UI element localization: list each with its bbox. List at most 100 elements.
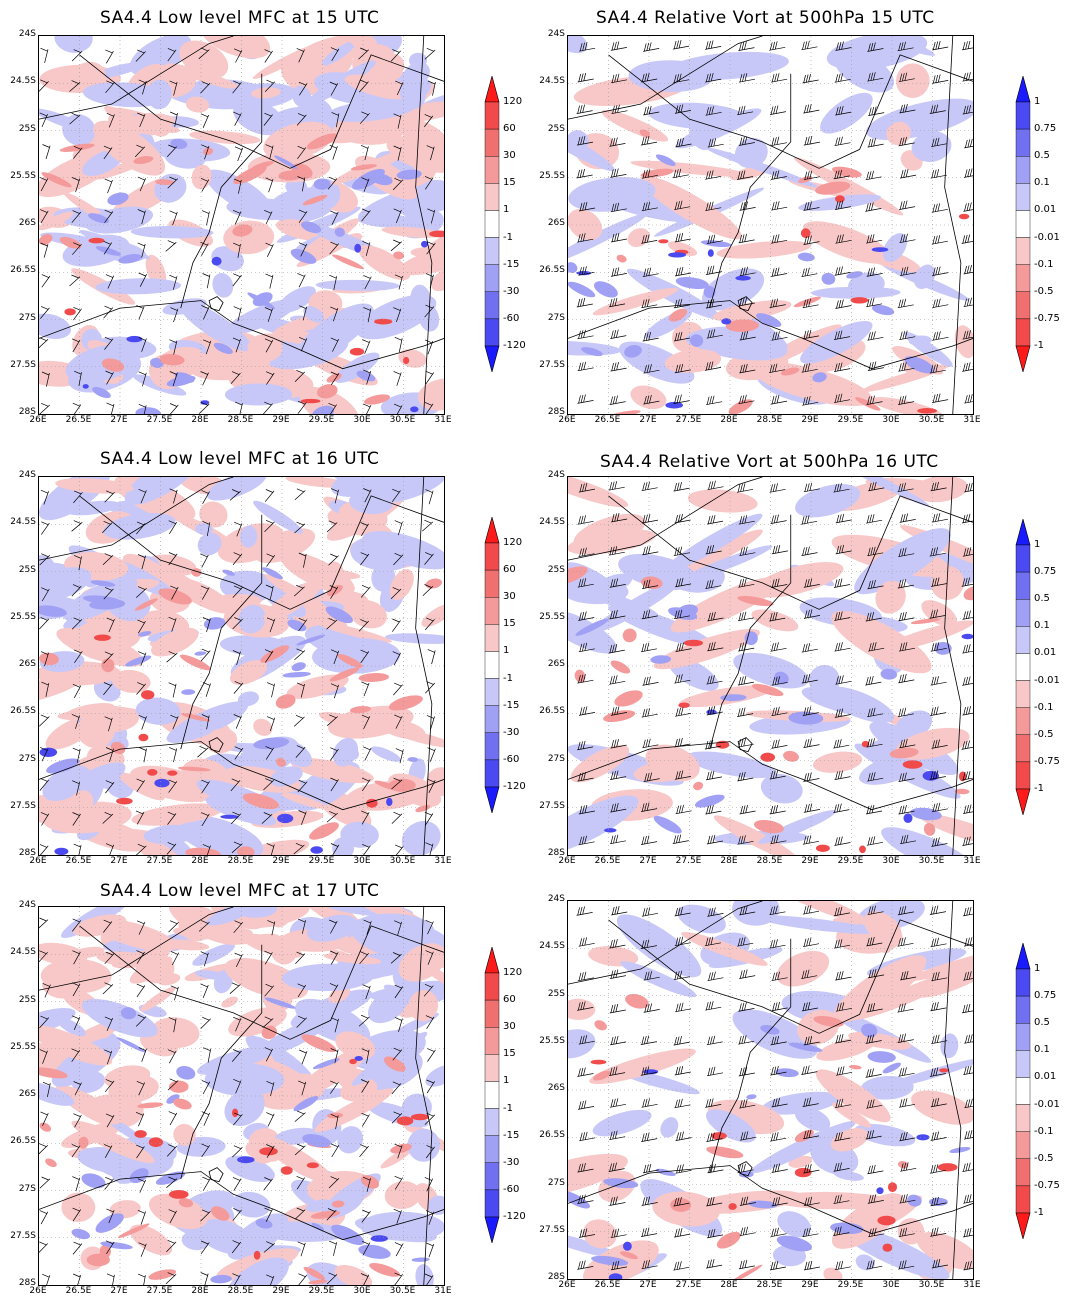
contour-fill	[272, 307, 349, 337]
contour-fill	[205, 169, 274, 217]
contour-fill	[222, 569, 235, 576]
wind-barb	[105, 747, 114, 763]
contour-fill	[210, 1206, 230, 1221]
wind-barb	[136, 950, 145, 964]
wind-barb	[898, 1098, 916, 1108]
wind-barb	[962, 547, 973, 557]
x-tick-label: 26.5E	[65, 1286, 92, 1296]
wind-barb	[201, 812, 210, 826]
wind-barb	[803, 482, 820, 493]
wind-barb	[425, 681, 436, 694]
contour-fill	[255, 1218, 273, 1229]
wind-barb	[392, 618, 401, 632]
contour-fill	[821, 477, 930, 507]
wind-barb	[138, 1242, 147, 1257]
border-line	[737, 737, 753, 753]
contour-fill	[681, 931, 768, 966]
wind-barb	[673, 1036, 690, 1046]
wind-barb	[168, 920, 179, 933]
wind-barb	[39, 1210, 49, 1225]
wind-barb	[391, 488, 401, 503]
wind-barb	[425, 489, 434, 505]
wind-barb	[673, 394, 690, 404]
wind-barb	[609, 1098, 626, 1108]
wind-barb	[641, 514, 659, 524]
wind-barb	[705, 40, 722, 50]
wind-barb	[138, 337, 147, 352]
contour-fill	[928, 1197, 948, 1207]
map-field-svg	[568, 36, 973, 414]
wind-barb	[963, 906, 973, 917]
wind-barb	[296, 682, 305, 698]
wind-barb	[42, 1081, 51, 1097]
contour-fill	[204, 1063, 285, 1097]
colorbar-segment	[484, 786, 500, 815]
wind-barb	[898, 805, 915, 815]
contour-fill	[408, 222, 444, 270]
contour-core	[421, 240, 428, 248]
wind-barb	[40, 812, 50, 826]
wind-barb	[770, 1066, 787, 1076]
wind-barb	[73, 145, 83, 159]
contour-fill	[568, 795, 639, 854]
wind-barb	[422, 519, 434, 532]
wind-barb	[801, 515, 818, 525]
contour-fill	[331, 1200, 345, 1208]
wind-barb	[137, 112, 146, 128]
wind-barb	[834, 1260, 851, 1271]
wind-barb	[298, 336, 308, 352]
contour-fill	[568, 177, 656, 212]
wind-barb	[330, 210, 339, 225]
wind-barb	[39, 1241, 48, 1253]
contour-fill	[616, 254, 627, 263]
wind-barb	[802, 835, 819, 845]
wind-barb	[866, 1260, 883, 1270]
wind-barb	[642, 332, 659, 342]
wind-barb	[608, 644, 625, 654]
wind-barb	[393, 682, 403, 696]
wind-barb	[833, 939, 851, 949]
contour-fill	[388, 695, 423, 711]
wind-barb	[705, 805, 722, 815]
wind-barb	[962, 610, 973, 620]
contour-fill	[588, 946, 639, 967]
x-tick-label: 30E	[882, 1280, 900, 1290]
contour-fill	[963, 586, 973, 601]
wind-barb	[330, 683, 340, 699]
wind-barb	[705, 544, 722, 555]
wind-barb	[329, 983, 339, 997]
wind-barb	[771, 1196, 788, 1207]
wind-barb	[72, 780, 81, 796]
wind-barb	[41, 681, 50, 697]
wind-barb	[166, 1176, 178, 1188]
contour-fill	[687, 489, 758, 513]
wind-barb	[866, 234, 883, 244]
wind-barb	[736, 483, 754, 493]
wind-barb	[233, 306, 242, 322]
contour-fill	[851, 969, 967, 1021]
wind-barb	[201, 144, 210, 160]
wind-barb	[674, 674, 691, 684]
wind-barb	[579, 42, 596, 52]
wind-barb	[427, 649, 436, 665]
wind-barb	[609, 1003, 626, 1014]
wind-barb	[264, 49, 273, 63]
y-tick-label: 27S	[547, 1177, 565, 1188]
contour-fill	[592, 1109, 652, 1137]
wind-barb	[835, 1002, 852, 1012]
contour-core	[167, 770, 178, 776]
colorbar-label: -1	[1034, 1207, 1044, 1218]
x-tick-label: 30E	[353, 1286, 371, 1296]
wind-barb	[424, 1177, 434, 1192]
contour-fill	[178, 907, 215, 942]
wind-barb	[40, 1111, 49, 1126]
contour-fill	[135, 407, 161, 414]
contour-fill	[363, 394, 391, 405]
colorbar-segment	[484, 74, 500, 103]
wind-barb	[801, 546, 818, 556]
y-tick-label: 27.5S	[10, 1230, 36, 1241]
wind-barb	[963, 1260, 973, 1271]
wind-barb	[931, 971, 948, 982]
contour-fill	[776, 950, 830, 987]
contour-fill	[293, 1096, 319, 1112]
